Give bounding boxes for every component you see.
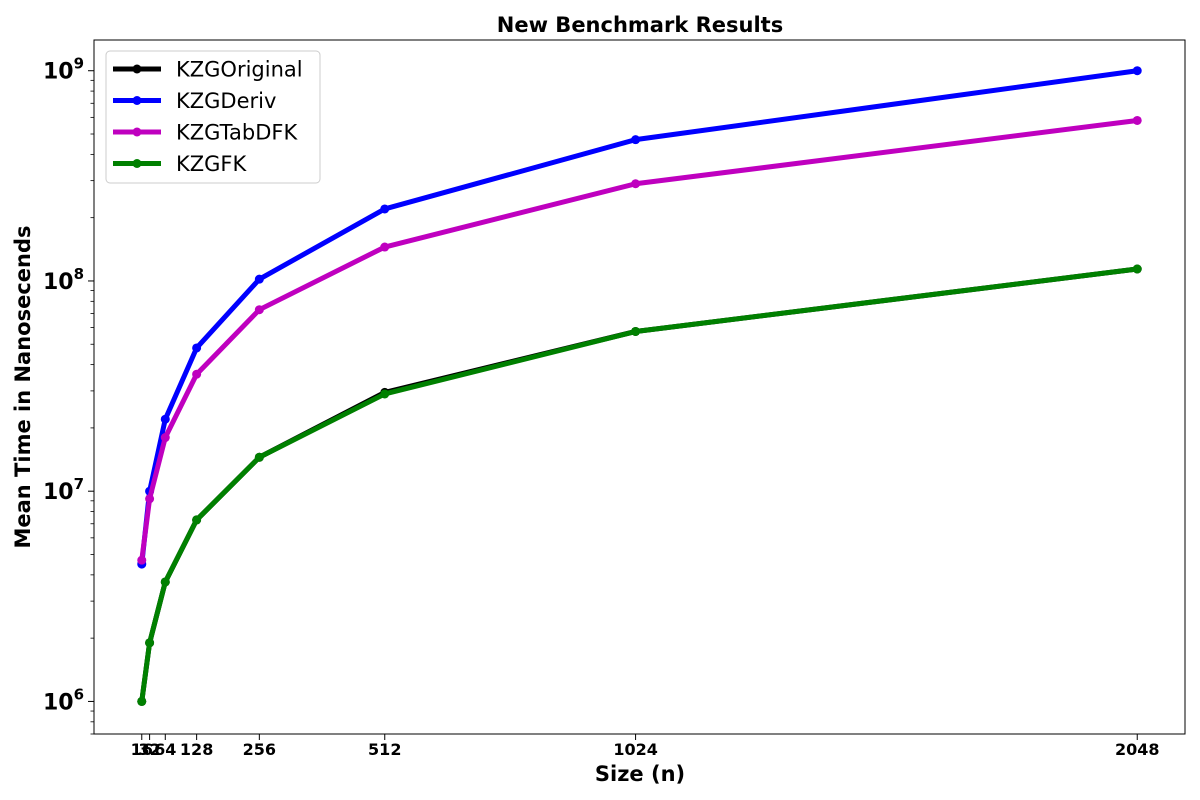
series-line (139, 117, 1138, 561)
legend-label: KZGFK (176, 152, 248, 176)
legend-item: KZGDeriv (113, 89, 276, 113)
x-tick-label: 32 (138, 740, 160, 759)
plot-area (137, 66, 1142, 706)
legend-marker (132, 127, 142, 137)
x-tick-label: 2048 (1115, 740, 1160, 759)
data-point (380, 204, 390, 214)
data-point (254, 452, 264, 462)
legend-item: KZGTabDFK (113, 121, 298, 145)
x-tick-label: 16 (131, 740, 153, 759)
legend-label: KZGDeriv (176, 89, 276, 113)
y-tick-label: 108 (43, 265, 84, 295)
data-point (160, 414, 170, 424)
legend-marker (132, 159, 142, 168)
data-point (145, 638, 155, 648)
data-point (631, 135, 641, 145)
legend-label: KZGOriginal (176, 58, 303, 82)
data-point (380, 242, 390, 252)
data-point (192, 369, 202, 379)
legend-item: KZGFK (113, 152, 248, 176)
y-tick-label: 107 (43, 475, 84, 505)
chart-title: New Benchmark Results (497, 13, 783, 37)
data-point (1132, 264, 1142, 274)
series-KZGTabDFK (137, 115, 1142, 565)
x-tick-label: 128 (180, 740, 213, 759)
data-point (631, 326, 641, 336)
plot-frame (93, 39, 1186, 735)
data-point (137, 696, 147, 706)
data-point (192, 515, 202, 525)
data-point (137, 555, 147, 565)
data-point (254, 274, 264, 284)
data-point (160, 433, 170, 443)
legend-label: KZGTabDFK (176, 121, 298, 145)
legend-marker (132, 64, 142, 74)
data-point (1132, 66, 1142, 76)
y-axis-label: Mean Time in Nanosecends (11, 225, 35, 548)
legend: KZGOriginal KZGDeriv KZGTabDFK KZGFK (105, 50, 321, 184)
y-tick-label: 106 (43, 685, 84, 715)
legend-frame (105, 50, 321, 184)
data-point (380, 389, 390, 399)
series-line (139, 266, 1138, 702)
legend-item: KZGOriginal (113, 58, 303, 82)
data-point (145, 494, 155, 504)
legend-marker (132, 96, 142, 105)
data-point (1132, 115, 1142, 125)
x-tick-label: 64 (154, 740, 176, 759)
x-axis-label: Size (n) (595, 762, 685, 786)
data-point (254, 305, 264, 315)
x-tick-label: 1024 (613, 740, 658, 759)
data-point (160, 577, 170, 587)
y-axis: 106 107 108 109 (43, 55, 94, 735)
x-tick-label: 512 (368, 740, 401, 759)
data-point (192, 343, 202, 353)
data-point (631, 179, 641, 189)
series-KZGFK (137, 264, 1142, 706)
y-tick-label: 109 (43, 55, 84, 85)
series-line (139, 266, 1138, 702)
x-tick-label: 256 (243, 740, 276, 759)
